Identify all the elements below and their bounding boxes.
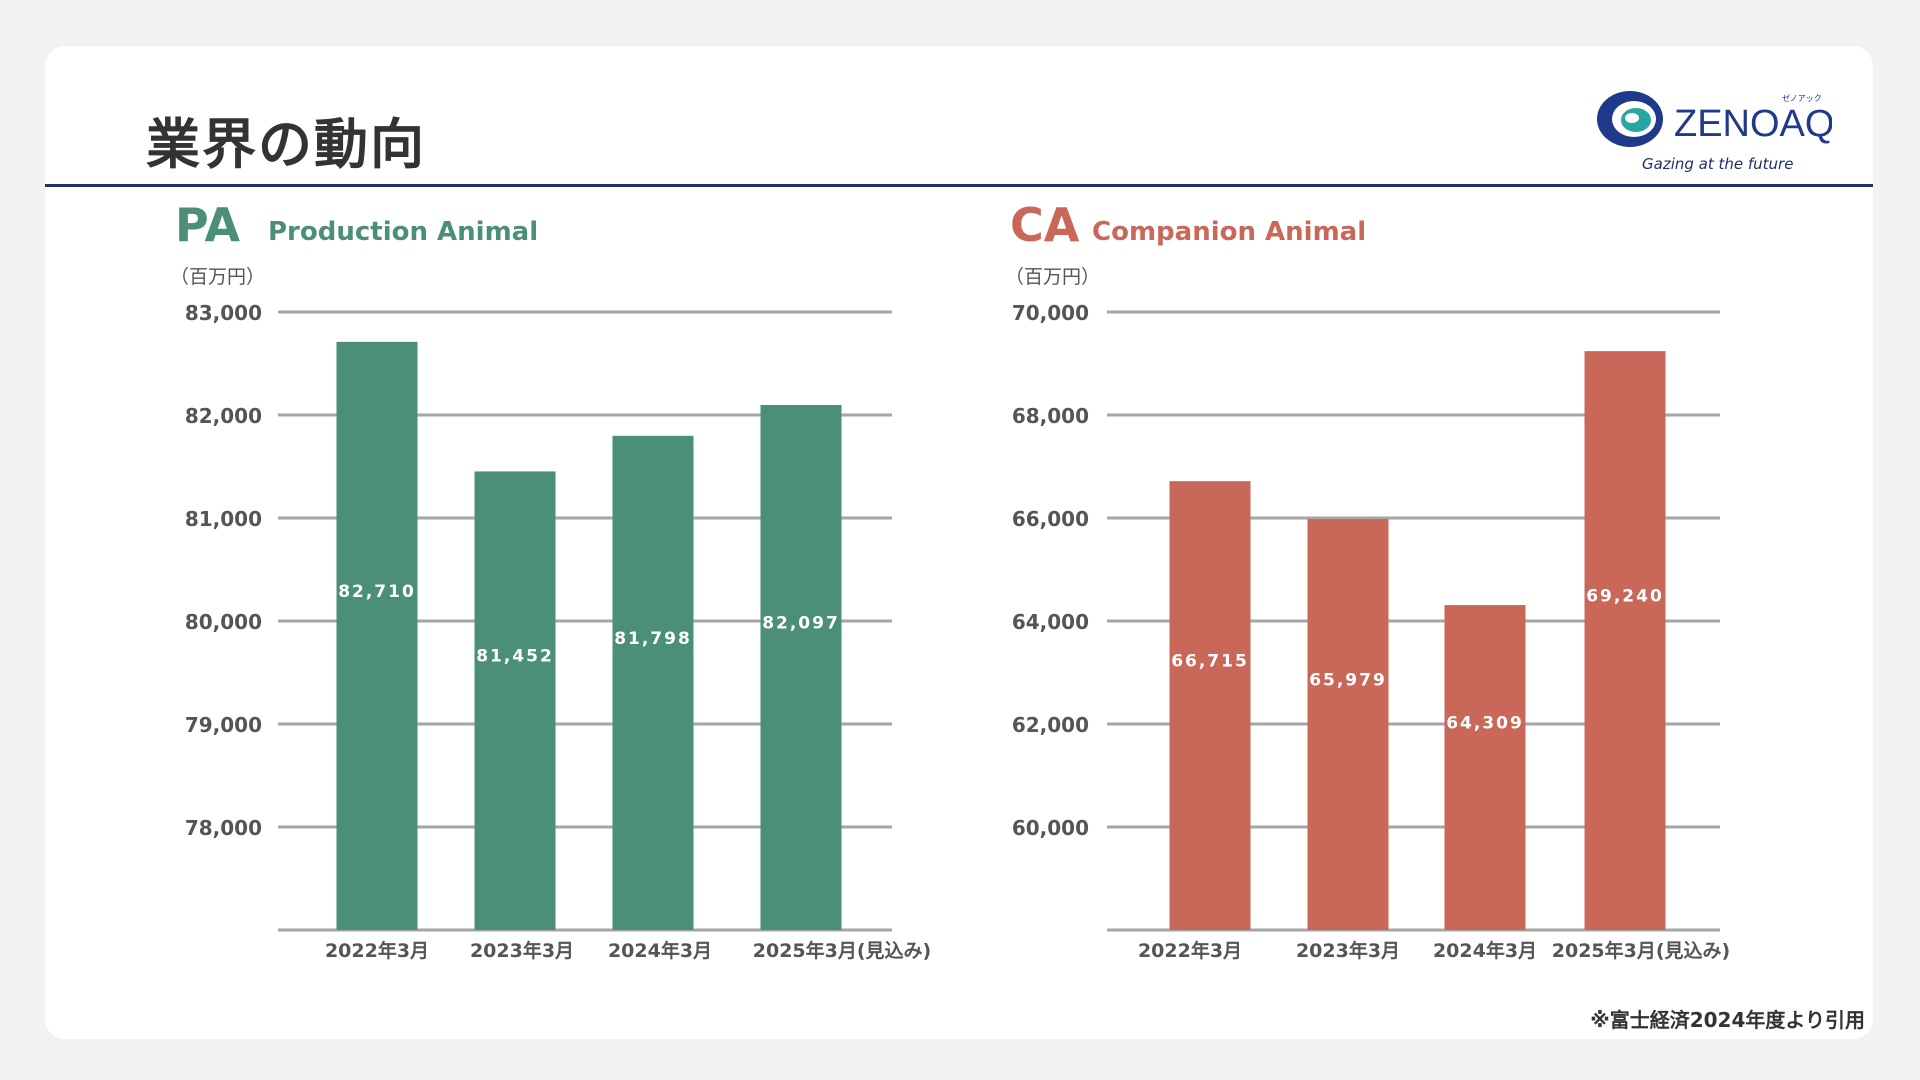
bar-value-label: 82,710 — [338, 582, 416, 602]
x-category-label: 2024年3月 — [608, 939, 712, 962]
x-category-label: 2025年3月(見込み) — [1552, 939, 1730, 962]
bar — [474, 471, 556, 930]
y-tick-label: 81,000 — [185, 507, 262, 531]
chart-title: Production Animal — [268, 217, 538, 247]
logo-tagline: Gazing at the future — [1642, 155, 1793, 173]
x-category-label: 2023年3月 — [1296, 939, 1400, 962]
ca-chart: CA Companion Animal （百万円） 60,000 62,000 64,00… — [1005, 205, 1730, 962]
logo-text: ZENOAQ — [1674, 103, 1832, 145]
logo-kana: ゼノアック — [1782, 93, 1822, 103]
x-category-label: 2025年3月(見込み) — [753, 939, 931, 962]
y-tick-label: 70,000 — [1012, 301, 1089, 325]
bar — [1444, 605, 1526, 930]
zenoaq-logo: ZENOAQ ゼノアック Gazing at the future — [1592, 84, 1834, 178]
y-tick-label: 78,000 — [185, 816, 262, 840]
y-tick-label: 80,000 — [185, 610, 262, 634]
bar-value-label: 69,240 — [1586, 587, 1664, 607]
unit-label: （百万円） — [170, 266, 265, 288]
bar-value-label: 82,097 — [762, 614, 840, 634]
page-title: 業界の動向 — [146, 113, 426, 176]
bar-value-label: 65,979 — [1309, 671, 1387, 691]
x-category-label: 2024年3月 — [1433, 939, 1537, 962]
pa-chart: PA Production Animal（百万円） 78,000 79,000 80,0… — [170, 205, 931, 962]
y-tick-label: 66,000 — [1012, 507, 1089, 531]
chart-code: CA — [1010, 205, 1080, 252]
chart-code: PA — [175, 205, 240, 252]
y-tick-label: 82,000 — [185, 404, 262, 428]
bar — [612, 435, 694, 930]
bar — [1307, 519, 1389, 930]
bar — [760, 405, 842, 930]
source-footnote: ※富士経済2024年度より引用 — [1590, 1008, 1865, 1032]
bar-value-label: 81,452 — [476, 647, 554, 667]
y-tick-label: 60,000 — [1012, 816, 1089, 840]
title-divider — [45, 184, 1873, 187]
y-tick-label: 83,000 — [185, 301, 262, 325]
bar-value-label: 81,798 — [614, 629, 692, 649]
x-category-label: 2023年3月 — [470, 939, 574, 962]
unit-label: （百万円） — [1005, 266, 1100, 288]
y-tick-label: 62,000 — [1012, 713, 1089, 737]
y-tick-label: 68,000 — [1012, 404, 1089, 428]
bar — [1584, 351, 1666, 930]
bar-value-label: 66,715 — [1171, 652, 1249, 672]
bar-value-label: 64,309 — [1446, 714, 1524, 734]
y-tick-label: 64,000 — [1012, 610, 1089, 634]
x-category-label: 2022年3月 — [1138, 939, 1242, 962]
bar — [1169, 481, 1251, 930]
x-category-label: 2022年3月 — [325, 939, 429, 962]
y-tick-label: 79,000 — [185, 713, 262, 737]
bar — [336, 341, 418, 930]
chart-title: Companion Animal — [1092, 217, 1366, 247]
